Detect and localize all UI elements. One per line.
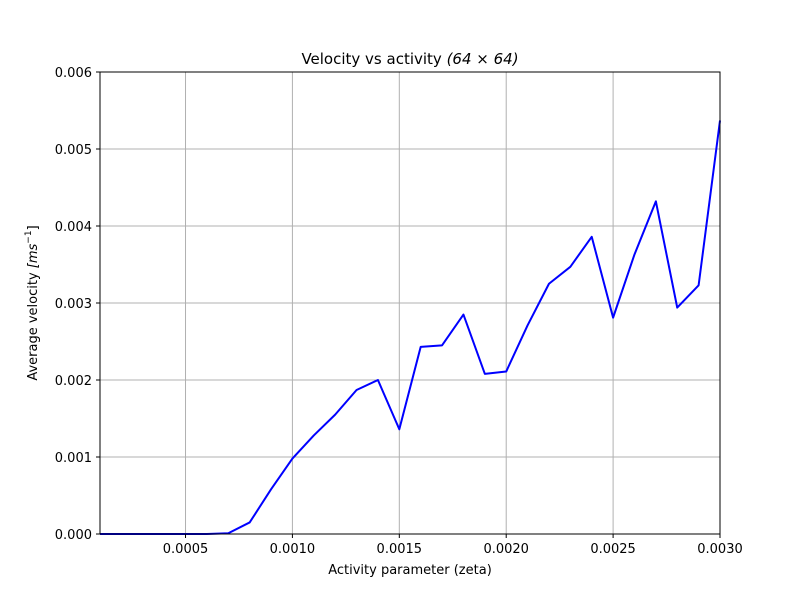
y-tick-label: 0.002 — [55, 374, 92, 389]
y-tick-label: 0.001 — [55, 451, 92, 466]
x-axis-label: Activity parameter (zeta) — [328, 563, 492, 578]
ticks: 0.0005 0.0010 0.0015 0.0020 0.0025 0.0030 0.00… — [55, 66, 743, 557]
y-tick-label: 0.003 — [55, 297, 92, 312]
x-tick-label: 0.0025 — [590, 542, 636, 557]
y-tick-label: 0.000 — [55, 528, 92, 543]
x-tick-label: 0.0030 — [697, 542, 743, 557]
x-tick-label: 0.0020 — [483, 542, 529, 557]
y-axis-label: Average velocity [ms−1] — [24, 225, 41, 380]
x-tick-label: 0.0005 — [163, 542, 209, 557]
y-tick-label: 0.004 — [55, 220, 92, 235]
y-tick-label: 0.006 — [55, 66, 92, 81]
x-tick-label: 0.0015 — [377, 542, 423, 557]
chart-title: Velocity vs activity (64 × 64) — [301, 50, 518, 68]
y-tick-label: 0.005 — [55, 143, 92, 158]
x-tick-label: 0.0010 — [270, 542, 316, 557]
